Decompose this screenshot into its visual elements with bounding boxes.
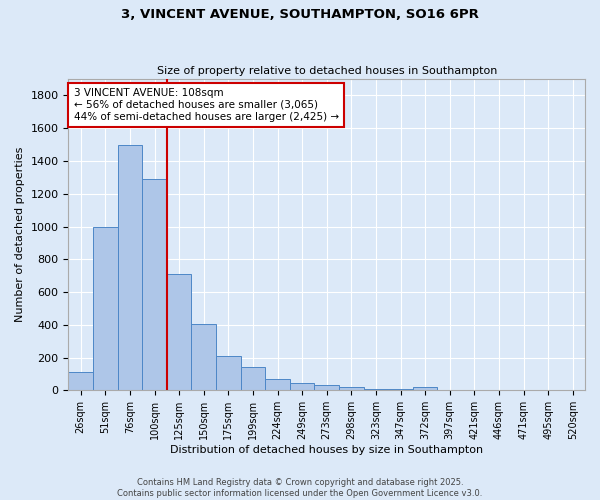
Bar xyxy=(216,356,241,390)
Title: Size of property relative to detached houses in Southampton: Size of property relative to detached ho… xyxy=(157,66,497,76)
X-axis label: Distribution of detached houses by size in Southampton: Distribution of detached houses by size … xyxy=(170,445,483,455)
Bar xyxy=(314,384,339,390)
Bar xyxy=(167,274,191,390)
Bar xyxy=(142,179,167,390)
Bar xyxy=(265,379,290,390)
Y-axis label: Number of detached properties: Number of detached properties xyxy=(15,147,25,322)
Bar xyxy=(413,388,437,390)
Bar xyxy=(339,388,364,390)
Text: 3, VINCENT AVENUE, SOUTHAMPTON, SO16 6PR: 3, VINCENT AVENUE, SOUTHAMPTON, SO16 6PR xyxy=(121,8,479,20)
Bar xyxy=(118,144,142,390)
Bar xyxy=(364,388,388,390)
Bar xyxy=(191,324,216,390)
Bar xyxy=(68,372,93,390)
Bar xyxy=(290,384,314,390)
Text: Contains HM Land Registry data © Crown copyright and database right 2025.
Contai: Contains HM Land Registry data © Crown c… xyxy=(118,478,482,498)
Bar xyxy=(241,368,265,390)
Text: 3 VINCENT AVENUE: 108sqm
← 56% of detached houses are smaller (3,065)
44% of sem: 3 VINCENT AVENUE: 108sqm ← 56% of detach… xyxy=(74,88,338,122)
Bar xyxy=(388,388,413,390)
Bar xyxy=(93,226,118,390)
